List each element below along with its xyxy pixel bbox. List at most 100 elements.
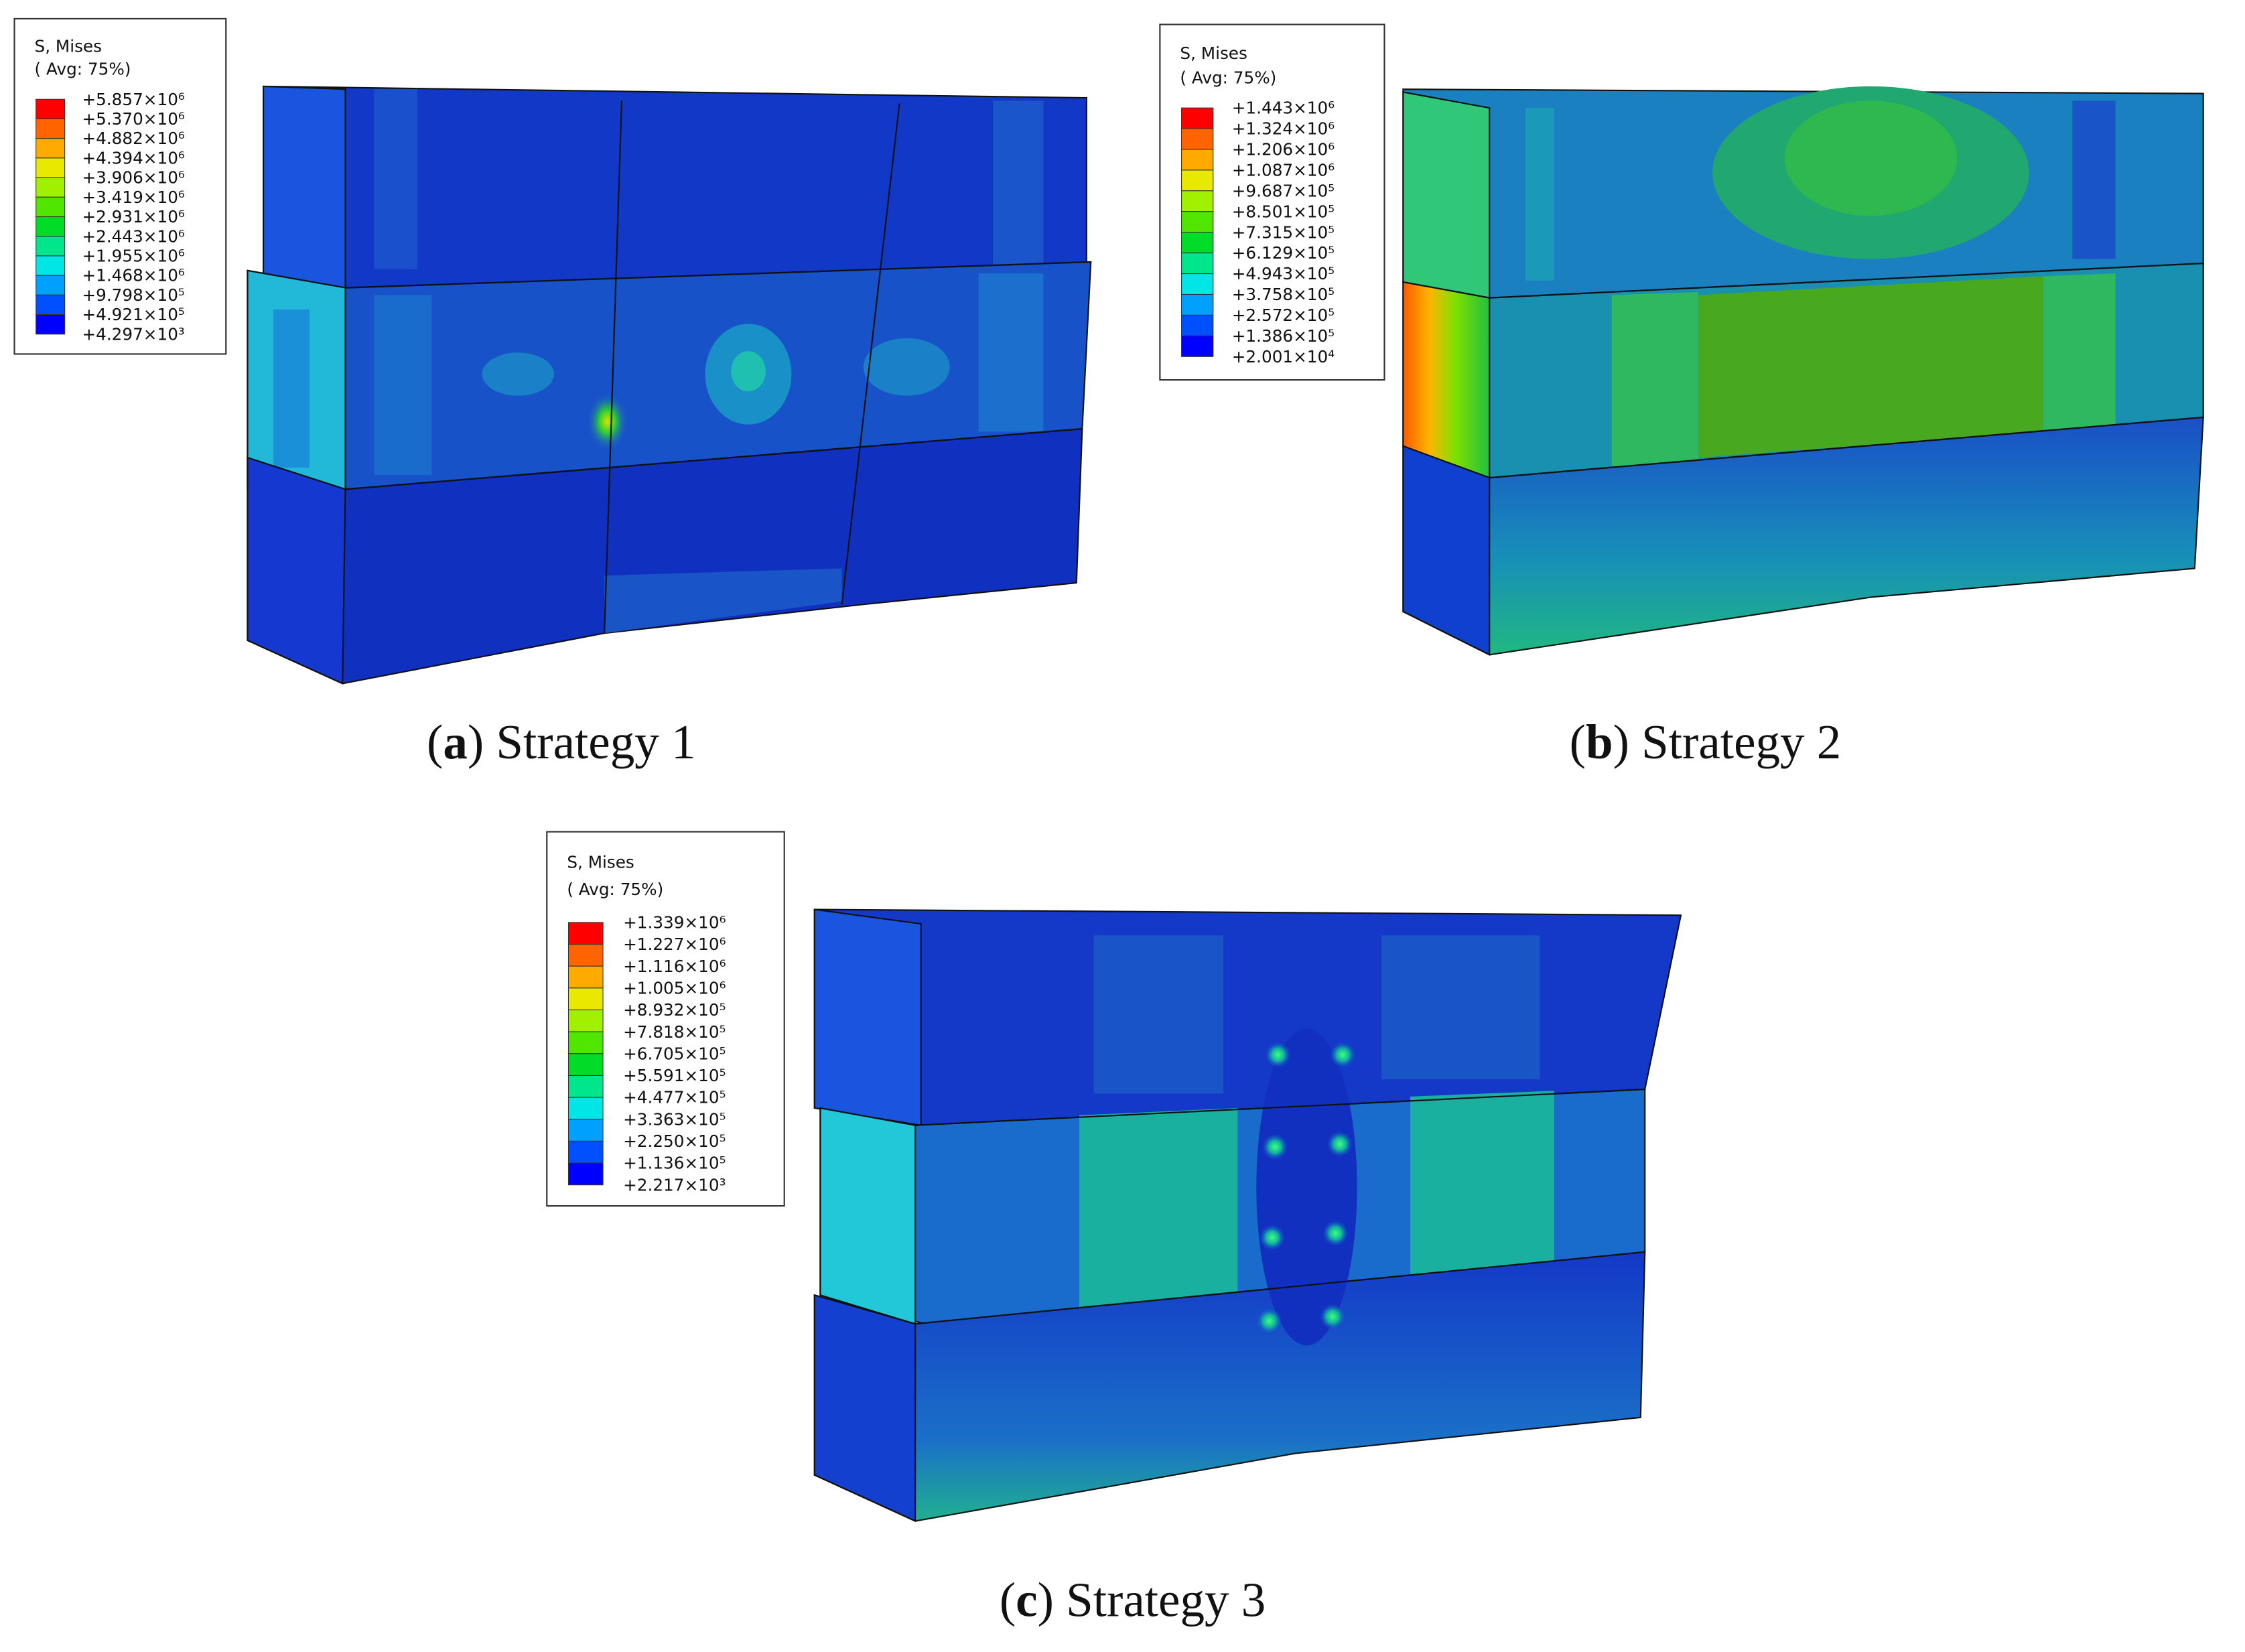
legend-swatch (1181, 128, 1214, 150)
legend-swatch (567, 1075, 604, 1098)
legend-value: +4.882×10⁶ (82, 129, 184, 148)
legend-value: +1.087×10⁶ (1232, 160, 1335, 180)
legend-swatch (36, 216, 66, 237)
legend-swatch (567, 1009, 604, 1032)
legend-swatch (36, 118, 66, 139)
legend-swatch (1181, 335, 1214, 357)
legend-value: +1.339×10⁶ (623, 913, 726, 933)
legend-swatch (567, 1119, 604, 1142)
legend-value: +1.005×10⁶ (623, 978, 726, 997)
legend-swatch (1181, 149, 1214, 171)
legend-swatch (36, 196, 66, 218)
legend-value: +7.315×10⁵ (1232, 222, 1335, 242)
legend-value: +2.443×10⁶ (82, 226, 184, 246)
legend-swatch (567, 1097, 604, 1120)
legend-value: +3.419×10⁶ (82, 188, 184, 207)
legend-value: +1.955×10⁶ (82, 247, 184, 266)
legend-value: +1.386×10⁵ (1232, 326, 1335, 346)
caption-text: ) Strategy 2 (1613, 715, 1842, 769)
legend-value: +1.227×10⁶ (623, 935, 726, 954)
model-b (1402, 86, 2204, 657)
labels: S, Mises( Avg: 75%)+5.857×10⁶+5.370×10⁶+… (13, 17, 1842, 1627)
legend-value: +3.906×10⁶ (82, 168, 184, 188)
legend-subtitle: ( Avg: 75%) (35, 60, 131, 79)
legend-title: S, Mises (35, 36, 102, 56)
caption-open: ( (427, 715, 443, 769)
legend-value: +4.297×10³ (82, 324, 184, 344)
legend-swatch (36, 98, 66, 119)
legend-value: +6.129×10⁵ (1232, 243, 1335, 263)
caption-text: ) Strategy 1 (468, 715, 696, 769)
legend-subtitle: ( Avg: 75%) (1180, 68, 1276, 88)
legend-swatch (36, 138, 66, 159)
legend-value: +3.758×10⁵ (1232, 285, 1335, 304)
legend-swatch (36, 255, 66, 276)
legend-value: +9.687×10⁵ (1232, 181, 1335, 200)
legend-swatch (36, 177, 66, 198)
caption: (c) Strategy 3 (1000, 1572, 1266, 1627)
legend-value: +5.857×10⁶ (82, 90, 184, 109)
legend-swatch (1181, 273, 1214, 295)
legend-value: +2.250×10⁵ (623, 1131, 726, 1151)
legend-swatch (1181, 211, 1214, 233)
legend-swatch (567, 944, 604, 967)
legend-swatch (1181, 253, 1214, 275)
legend-value: +2.572×10⁵ (1232, 305, 1335, 325)
caption: (b) Strategy 2 (1570, 715, 1842, 769)
legend-swatch (567, 965, 604, 989)
legend-swatch (567, 922, 604, 945)
legend-value: +2.001×10⁴ (1232, 347, 1335, 366)
legend-value: +2.931×10⁶ (82, 207, 184, 226)
legend-value: +6.705×10⁵ (623, 1044, 726, 1063)
legend-swatch (567, 987, 604, 1011)
legend-swatch (1181, 293, 1214, 316)
legend: S, Mises ( Avg: 75%) +1.339×10⁶ +1.227×10⁶ +… (546, 831, 785, 1207)
legend-swatch (36, 236, 66, 257)
legend-swatch (567, 1162, 604, 1186)
legend-value: +4.477×10⁵ (623, 1088, 726, 1107)
caption-label: a (443, 715, 468, 769)
legend-swatch (1181, 169, 1214, 192)
legend-value: +8.932×10⁵ (623, 1000, 726, 1020)
caption-text: ) Strategy 3 (1038, 1572, 1266, 1627)
legend-swatch (1181, 190, 1214, 212)
legend-subtitle: ( Avg: 75%) (567, 880, 663, 899)
legend-title: S, Mises (1180, 44, 1247, 63)
legend-swatch (567, 1031, 604, 1054)
caption-label: b (1586, 715, 1613, 769)
legend-value: +1.324×10⁶ (1232, 119, 1335, 139)
legend-value: +4.921×10⁵ (82, 305, 184, 324)
legend-value: +3.363×10⁵ (623, 1109, 726, 1129)
legend-swatch (1181, 314, 1214, 336)
legend-swatch (36, 314, 66, 335)
legend-swatch (1181, 107, 1214, 129)
caption-open: ( (1570, 715, 1586, 769)
legend-value: +2.217×10³ (623, 1175, 726, 1194)
legend-value: +1.136×10⁵ (623, 1154, 726, 1173)
model-a (247, 85, 1092, 685)
caption-label: c (1016, 1572, 1037, 1627)
legend-value: +1.468×10⁶ (82, 266, 184, 285)
caption: (a) Strategy 1 (427, 715, 696, 769)
legend: S, Mises( Avg: 75%)+5.857×10⁶+5.370×10⁶+… (13, 17, 227, 355)
legend-value: +7.818×10⁵ (623, 1022, 726, 1042)
legend-value: +4.394×10⁶ (82, 148, 184, 167)
legend-value: +4.943×10⁵ (1232, 264, 1335, 283)
caption-open: ( (1000, 1572, 1016, 1627)
legend-value: +1.116×10⁶ (623, 957, 726, 976)
legend-swatch (567, 1140, 604, 1164)
legend-value: +5.370×10⁶ (82, 109, 184, 129)
legend-value: +9.798×10⁵ (82, 285, 184, 305)
legend: S, Mises ( Avg: 75%) +1.443×10⁶+1.324×10⁶ +… (1159, 23, 1385, 381)
legend-value: +1.443×10⁶ (1232, 98, 1335, 118)
legend-value: +5.591×10⁵ (623, 1066, 726, 1085)
legend-swatch (1181, 232, 1214, 254)
legend-swatch (36, 275, 66, 295)
legend-title: S, Mises (567, 852, 634, 872)
legend-swatch (567, 1053, 604, 1077)
model-c (813, 908, 1682, 1523)
legend-swatch (36, 294, 66, 316)
legend-swatch (36, 157, 66, 178)
